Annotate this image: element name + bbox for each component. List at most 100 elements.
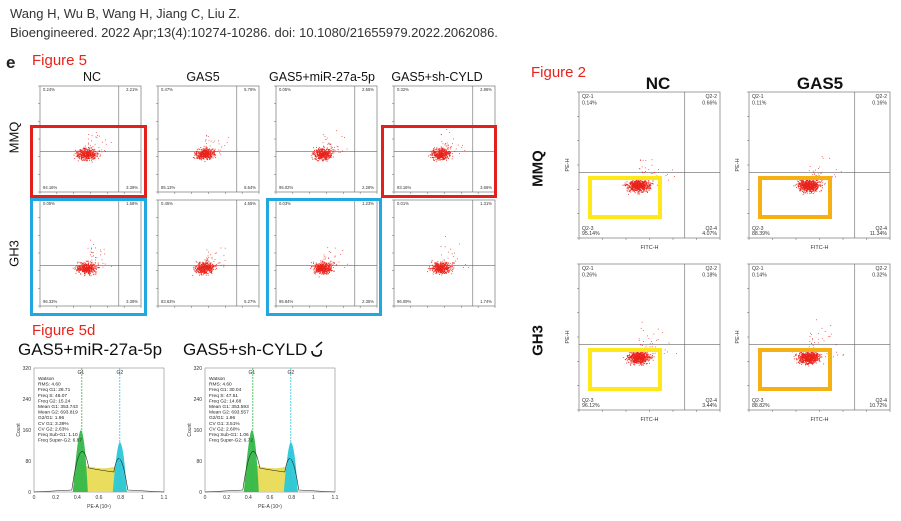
quad-value-tr: 0.16% xyxy=(872,100,887,106)
fig2-highlight-1-1 xyxy=(758,348,832,391)
fig2-col-nc: NC xyxy=(645,74,671,93)
quad-value-br: 4.07% xyxy=(702,231,717,237)
x-axis-label: FITC-H xyxy=(640,417,658,422)
quad-value-br: 5.27% xyxy=(244,299,256,304)
y-axis-label: PE-H xyxy=(735,158,741,171)
fig5-plot-0-2: 0.05% 2.55% 95.02% 2.28% xyxy=(274,85,378,194)
stat-line: RMS: 4.60 xyxy=(209,382,232,388)
fig2-highlight-0-0 xyxy=(588,176,662,219)
fig5-col-nc: NC xyxy=(82,70,102,84)
x-tick-label: 0.8 xyxy=(117,495,124,501)
quad-value-bl: 96.09% xyxy=(397,299,411,304)
quad-value-tr: 4.55% xyxy=(244,201,256,206)
quad-value-tr: 5.76% xyxy=(244,87,256,92)
fig5-plot-0-1: 0.47% 5.76% 85.13% 8.64% xyxy=(156,85,260,194)
x-tick-label: 0 xyxy=(33,495,36,501)
g1-label: G1 xyxy=(77,370,84,376)
cell-cycle-histogram-0: 320 240 160 80 00 0.2 0.4 0.6 0.8 1 1.1 Count PE-A (… xyxy=(16,366,168,510)
x-tick-label: 0 xyxy=(204,495,207,501)
quad-value-tl: 0.11% xyxy=(752,100,767,106)
quad-value-tl: 0.47% xyxy=(161,87,173,92)
cell-cycle-histogram-1: 320 240 160 80 00 0.2 0.4 0.6 0.8 1 1.1 Count PE-A (… xyxy=(187,366,339,510)
quad-name-br: Q2-4 xyxy=(705,226,717,232)
panel-letter: e xyxy=(6,53,16,72)
quad-value-tl: 0.24% xyxy=(43,87,55,92)
quad-value-tl: 0.26% xyxy=(582,272,597,278)
y-tick-label: 320 xyxy=(23,366,32,372)
quad-value-bl: 88.82% xyxy=(752,403,770,409)
stat-line: CV G1: 3.51% xyxy=(209,421,240,427)
fig5-plot-1-1: 0.45% 4.55% 83.63% 5.27% xyxy=(156,199,260,308)
stat-line: Freq Sub-G1: 1.06 xyxy=(209,432,249,438)
fig2-highlight-1-0 xyxy=(588,348,662,391)
x-tick-label: 1.1 xyxy=(332,495,339,501)
fig2-row-mmq: MMQ xyxy=(529,150,547,187)
quad-value-bl: 83.63% xyxy=(161,299,175,304)
fig5-highlight-nc-gh3 xyxy=(30,198,147,316)
x-axis-label: PE-A (10⁶) xyxy=(258,504,282,510)
y-tick-label: 80 xyxy=(25,459,31,465)
quad-value-br: 8.64% xyxy=(244,185,256,190)
quad-value-br: 3.39% xyxy=(126,185,138,190)
x-tick-label: 0.4 xyxy=(245,495,252,501)
x-tick-label: 1 xyxy=(141,495,144,501)
y-axis-label: Count xyxy=(16,423,22,437)
quad-name-tr: Q2-2 xyxy=(705,94,717,100)
stat-line: CV G2: 2.60% xyxy=(209,426,240,432)
fig5-plot-1-3: 0.01% 1.31% 96.09% 1.74% xyxy=(392,199,496,308)
quad-value-tr: 0.66% xyxy=(702,100,717,106)
quad-name-br: Q2-4 xyxy=(875,398,887,404)
x-axis-label: PE-A (10⁶) xyxy=(87,504,111,510)
y-axis-label: PE-H xyxy=(735,330,741,343)
fig2-col-gas5: GAS5 xyxy=(796,74,844,93)
y-tick-label: 240 xyxy=(194,397,203,403)
quad-name-br: Q2-4 xyxy=(875,226,887,232)
y-tick-label: 80 xyxy=(196,459,202,465)
quad-name-tl: Q2-1 xyxy=(752,94,764,100)
g1-peak xyxy=(72,430,88,492)
x-axis-label: FITC-H xyxy=(810,245,828,250)
figure5-label: Figure 5 xyxy=(32,52,88,69)
quad-value-tl: 0.14% xyxy=(582,100,597,106)
x-tick-label: 0.4 xyxy=(74,495,81,501)
x-tick-label: 0.6 xyxy=(267,495,274,501)
histogram-outline xyxy=(204,451,336,493)
fig2-plot-1-1: Q2-10.14% Q2-20.32% Q2-388.82% Q2-410.72% FI… xyxy=(735,263,891,422)
fig2-plot-0-1: Q2-10.11% Q2-20.16% Q2-388.39% Q2-411.34% FI… xyxy=(735,91,891,250)
quad-value-br: 2.28% xyxy=(362,185,374,190)
quad-value-tr: 2.21% xyxy=(126,87,138,92)
y-tick-label: 320 xyxy=(194,366,203,372)
histogram-outline xyxy=(33,451,165,493)
stat-line: Watson xyxy=(38,376,54,382)
x-axis-label: FITC-H xyxy=(640,245,658,250)
stat-line: Freq G1: 28.71 xyxy=(38,387,71,393)
quad-name-tl: Q2-1 xyxy=(752,266,764,272)
quad-value-tr: 1.31% xyxy=(480,201,492,206)
citation-journal: Bioengineered. 2022 Apr;13(4):10274-1028… xyxy=(10,25,498,40)
quad-name-tr: Q2-2 xyxy=(705,266,717,272)
y-tick-label: 0 xyxy=(199,490,202,496)
quad-value-tl: 0.01% xyxy=(397,201,409,206)
quad-name-br: Q2-4 xyxy=(705,398,717,404)
fig5-plot-1-0: 0.05% 1.58% 96.33% 3.39% xyxy=(38,199,142,308)
quad-value-br: 3.39% xyxy=(126,299,138,304)
stat-line: Mean G2: 693.819 xyxy=(38,410,78,416)
fig2-highlight-0-1 xyxy=(758,176,832,219)
g1-label: G1 xyxy=(248,370,255,376)
quad-value-tr: 0.32% xyxy=(872,272,887,278)
citation-authors: Wang H, Wu B, Wang H, Jiang C, Liu Z. xyxy=(10,6,240,21)
quad-value-tr: 2.86% xyxy=(480,87,492,92)
quad-name-tl: Q2-1 xyxy=(582,94,594,100)
quad-name-bl: Q2-3 xyxy=(582,398,594,404)
quad-name-tr: Q2-2 xyxy=(875,266,887,272)
figure5d-label: Figure 5d xyxy=(32,322,96,339)
quad-value-tl: 0.03% xyxy=(279,201,291,206)
quad-value-tr: 2.55% xyxy=(362,87,374,92)
y-tick-label: 0 xyxy=(28,490,31,496)
x-tick-label: 0.2 xyxy=(223,495,230,501)
g1-peak xyxy=(243,430,259,492)
x-tick-label: 1.1 xyxy=(161,495,168,501)
fig5-col-mir: GAS5+miR-27a-5p xyxy=(269,70,375,84)
stat-line: CV G1: 3.39% xyxy=(38,421,69,427)
quad-value-br: 2.35% xyxy=(362,299,374,304)
